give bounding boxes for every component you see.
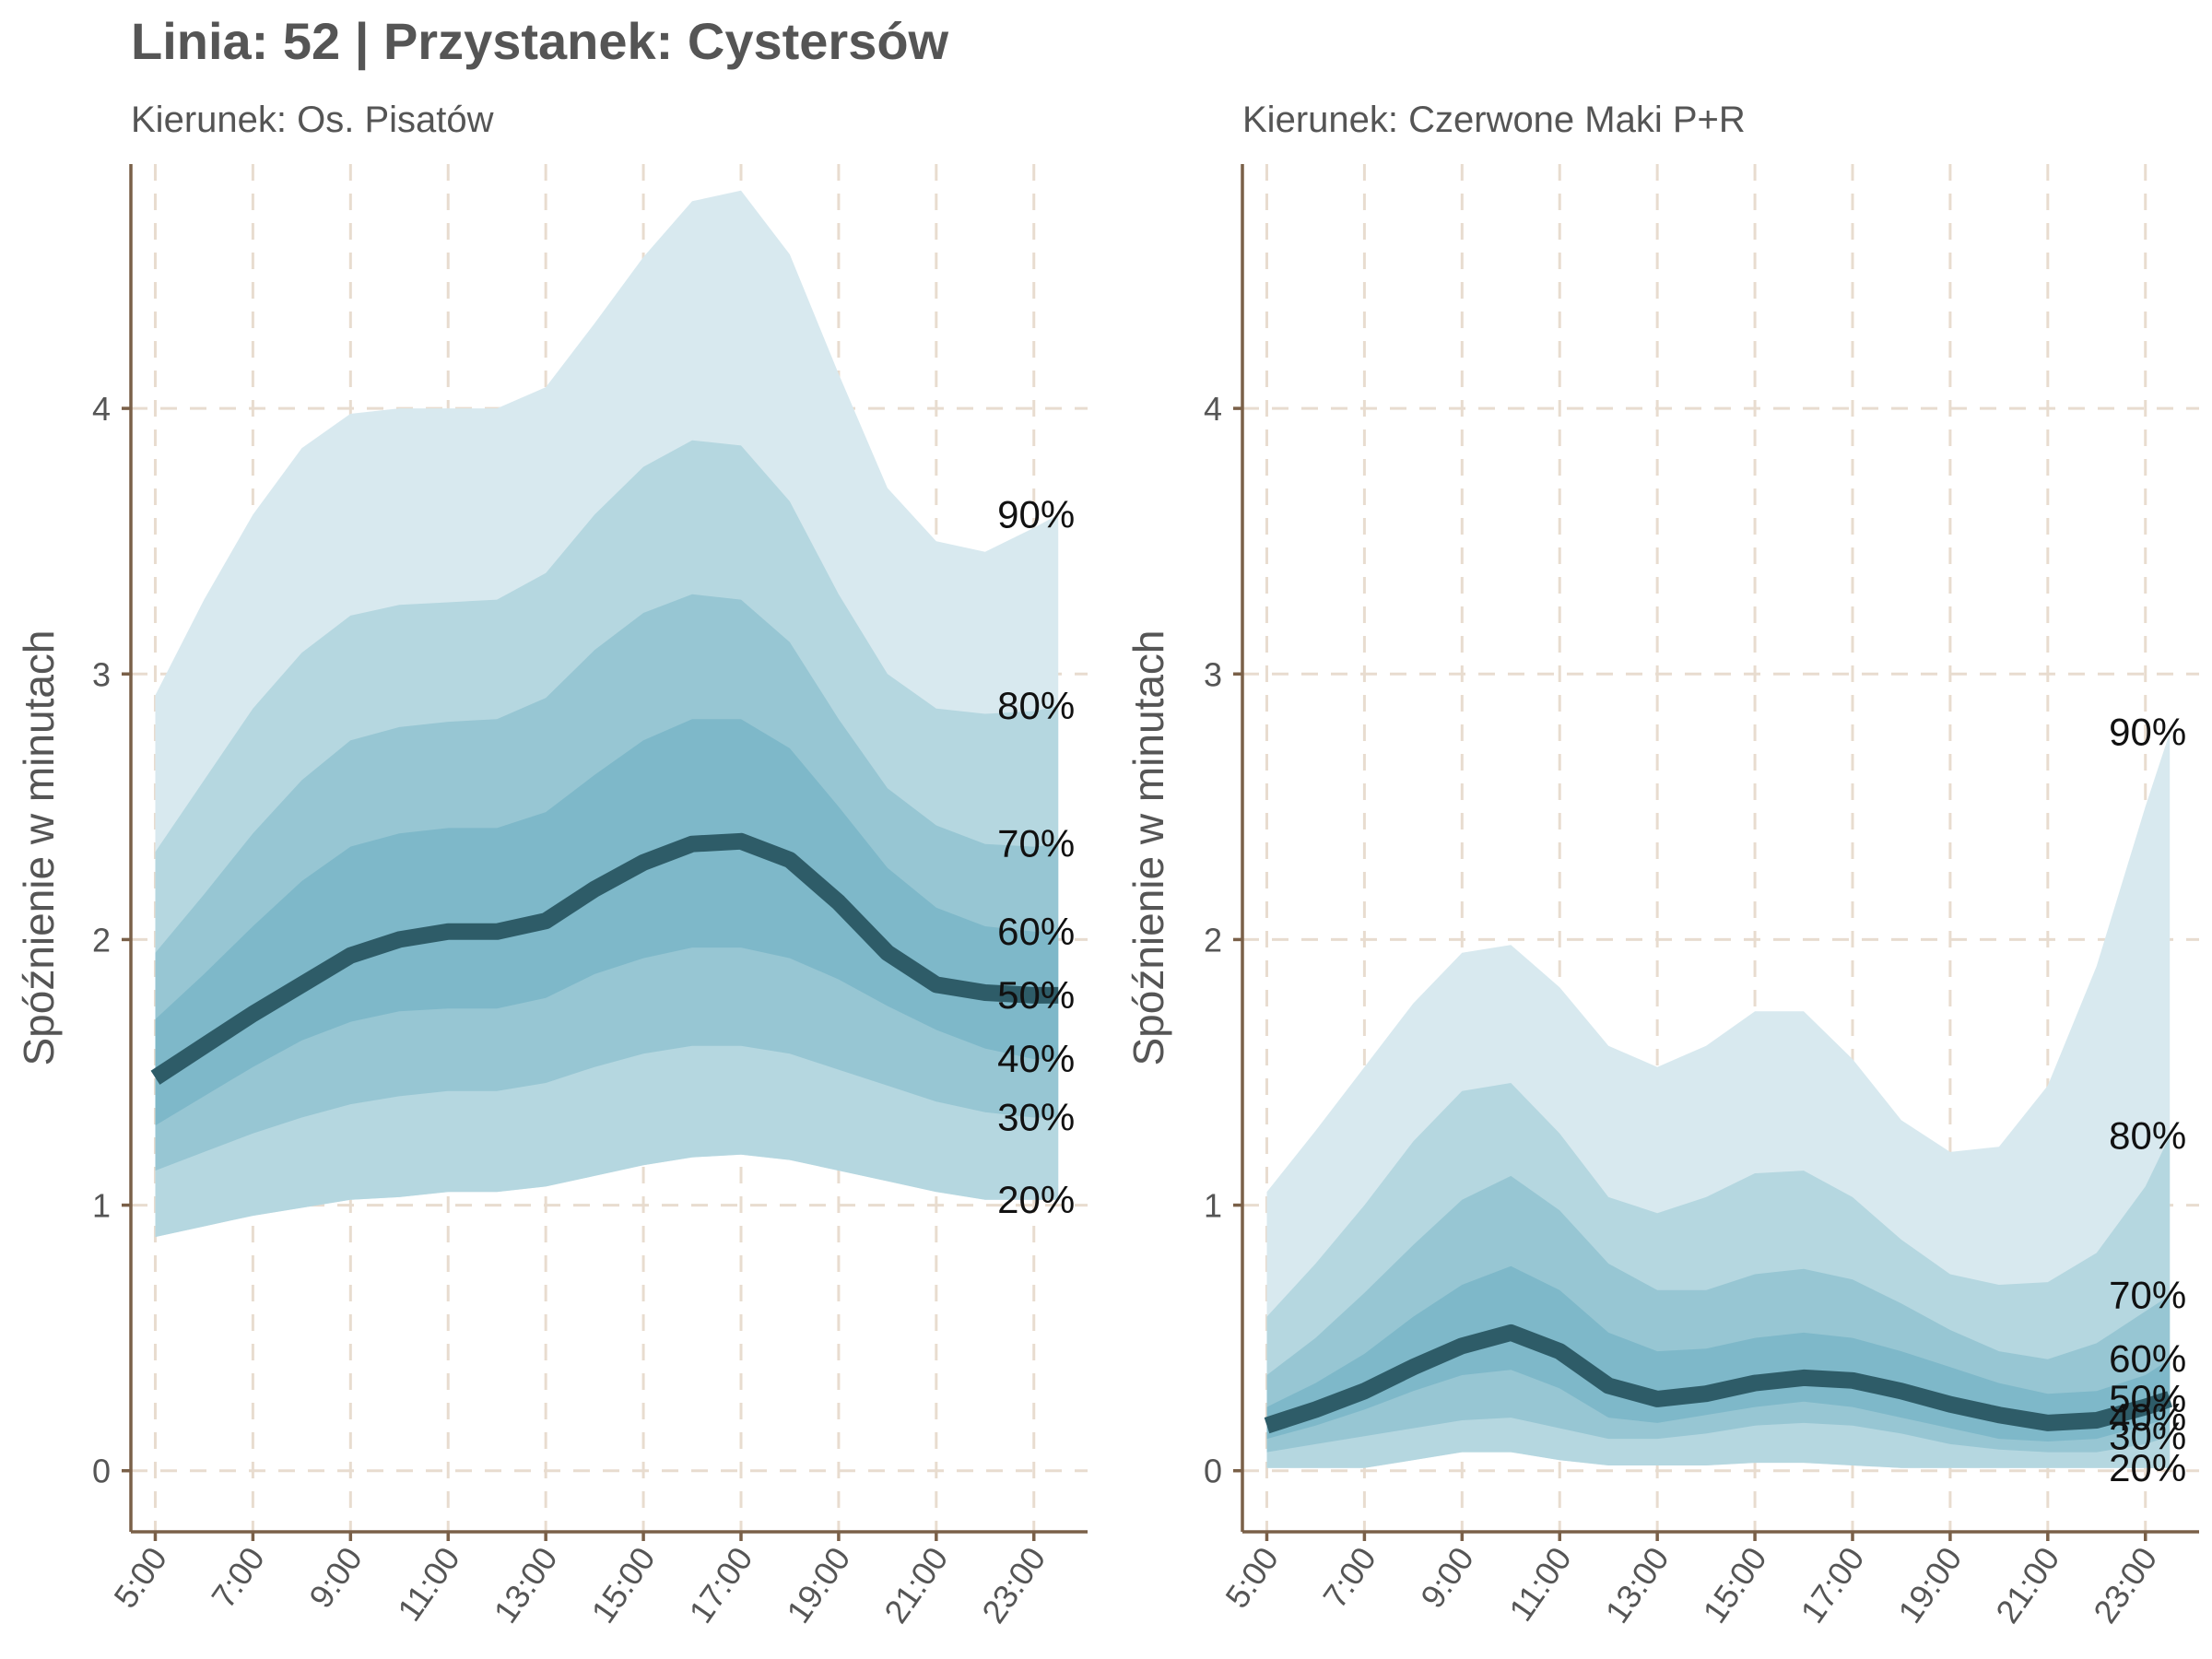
panel-2: Kierunek: Czerwone Maki P+R Spóźnienie w … xyxy=(1124,100,2199,1630)
panel-subtitle: Kierunek: Os. Pisatów xyxy=(131,100,494,140)
y-axis-label: Spóźnienie w minutach xyxy=(15,629,63,1065)
x-tick-label: 13:00 xyxy=(1597,1540,1676,1630)
band-label-20: 20% xyxy=(997,1178,1075,1221)
x-tick-label: 23:00 xyxy=(2086,1540,2164,1630)
band-label-50: 50% xyxy=(997,973,1075,1017)
y-tick-label: 0 xyxy=(1204,1453,1222,1490)
band-label-70: 70% xyxy=(2109,1274,2186,1317)
panel-1: Kierunek: Os. Pisatów Spóźnienie w minuta… xyxy=(15,100,1088,1630)
x-tick-label: 9:00 xyxy=(1413,1540,1481,1615)
x-tick-label: 11:00 xyxy=(1501,1540,1579,1628)
band-label-30: 30% xyxy=(997,1095,1075,1138)
band-60 xyxy=(155,719,1059,1126)
band-label-40: 40% xyxy=(2109,1395,2186,1439)
x-tick-label: 17:00 xyxy=(681,1540,759,1630)
y-tick-label: 1 xyxy=(92,1187,111,1225)
x-tick-label: 15:00 xyxy=(583,1540,662,1630)
x-tick-label: 15:00 xyxy=(1695,1540,1773,1630)
x-tick-label: 19:00 xyxy=(1890,1540,1969,1630)
band-label-60: 60% xyxy=(2109,1337,2186,1381)
x-tick-label: 5:00 xyxy=(106,1540,174,1615)
band-label-80: 80% xyxy=(2109,1114,2186,1158)
y-tick-label: 4 xyxy=(1204,390,1222,428)
y-tick-label: 3 xyxy=(92,655,111,693)
x-tick-label: 19:00 xyxy=(779,1540,857,1630)
chart-title: Linia: 52 | Przystanek: Cystersów xyxy=(131,12,949,71)
y-tick-label: 3 xyxy=(1204,655,1222,693)
median-line xyxy=(150,832,1059,1085)
x-tick-label: 9:00 xyxy=(301,1540,370,1615)
y-tick-label: 2 xyxy=(1204,921,1222,959)
band-label-70: 70% xyxy=(997,822,1075,865)
x-tick-label: 7:00 xyxy=(204,1540,272,1615)
x-tick-label: 5:00 xyxy=(1218,1540,1286,1615)
x-tick-label: 7:00 xyxy=(1315,1540,1383,1615)
y-tick-label: 1 xyxy=(1204,1187,1222,1225)
band-label-60: 60% xyxy=(997,910,1075,953)
band-label-40: 40% xyxy=(997,1037,1075,1080)
x-tick-label: 23:00 xyxy=(974,1540,1053,1630)
band-label-90: 90% xyxy=(2109,711,2186,754)
y-tick-label: 2 xyxy=(92,921,111,959)
band-label-30: 30% xyxy=(2109,1414,2186,1457)
y-tick-label: 0 xyxy=(92,1453,111,1490)
band-label-90: 90% xyxy=(997,492,1075,535)
y-tick-label: 4 xyxy=(92,390,111,428)
band-label-50: 50% xyxy=(2109,1377,2186,1420)
band-label-20: 20% xyxy=(2109,1446,2186,1489)
x-tick-label: 13:00 xyxy=(486,1540,564,1630)
panel-subtitle: Kierunek: Czerwone Maki P+R xyxy=(1242,100,1746,140)
x-tick-label: 21:00 xyxy=(1988,1540,2066,1630)
band-label-80: 80% xyxy=(997,684,1075,727)
x-tick-label: 17:00 xyxy=(1793,1540,1871,1630)
median-line xyxy=(1264,1324,2173,1434)
x-tick-label: 21:00 xyxy=(877,1540,955,1630)
x-tick-label: 11:00 xyxy=(390,1540,467,1628)
y-axis-label: Spóźnienie w minutach xyxy=(1124,629,1172,1065)
